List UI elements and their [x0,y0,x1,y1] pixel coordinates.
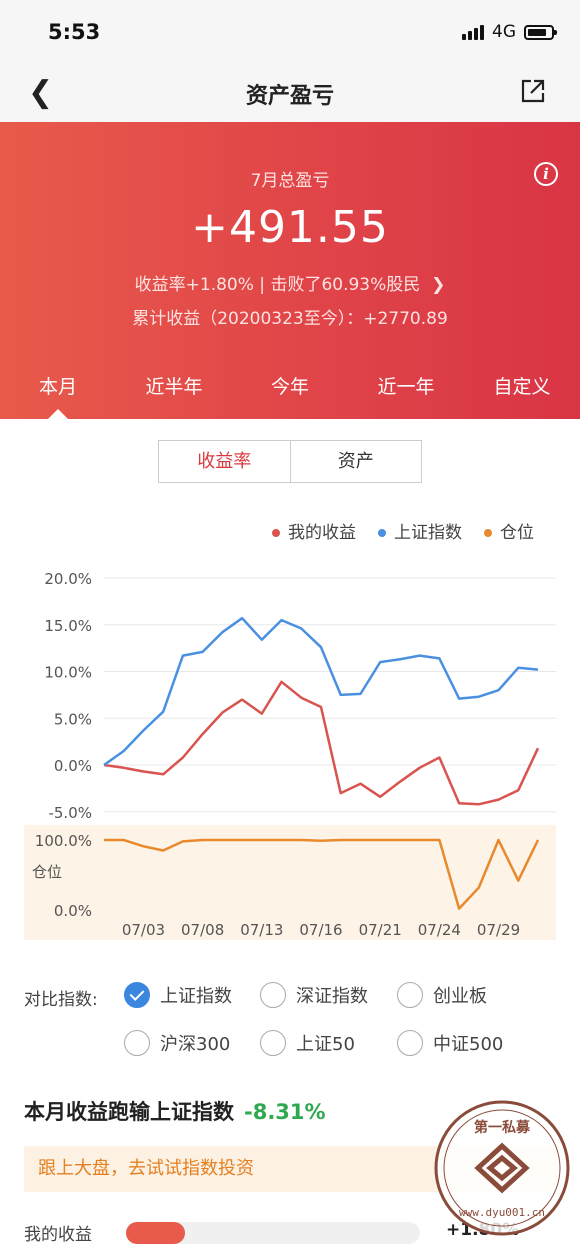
y-tick-label: -5.0% [48,804,92,822]
x-tick-label: 07/16 [299,921,342,939]
option-label: 上证50 [296,1034,355,1055]
legend-label: 我的收益 [288,523,356,543]
radio-icon [124,1030,150,1056]
option-label: 创业板 [433,986,487,1007]
my-return-label: 我的收益 [24,1225,92,1245]
battery-icon [524,24,557,40]
option-label: 中证500 [433,1034,504,1055]
legend-dot [378,529,386,537]
option-label: 上证指数 [160,986,232,1007]
legend-dot [484,529,492,537]
info-icon[interactable]: i [534,162,558,186]
legend-item: 我的收益 [272,518,356,543]
compare-label: 对比指数: [24,990,98,1010]
radio-icon [260,1030,286,1056]
chart-mode-toggle: 收益率 资产 [158,440,422,483]
y-tick-label: 5.0% [54,710,92,728]
series-line [103,616,539,767]
share-icon[interactable] [520,78,546,104]
tab-custom[interactable]: 自定义 [493,376,551,398]
status-indicators: 4G [462,22,557,42]
option-hs300[interactable]: 沪深300 [124,1030,230,1056]
position-line [104,838,540,910]
y-tick-label: 0.0% [54,757,92,775]
month-profit-label: 7月总盈亏 [250,171,330,191]
option-sz50[interactable]: 上证50 [260,1030,355,1056]
cumulative-profit: 累计收益（20200323至今）：+2770.89 [132,309,448,329]
rate-line[interactable]: 收益率+1.80% | 击败了60.93%股民 ❯ [0,270,580,295]
option-sh-index[interactable]: 上证指数 [124,982,232,1008]
y-tick-label: 10.0% [44,664,92,682]
option-zz500[interactable]: 中证500 [397,1030,503,1056]
svg-text:第一私募: 第一私募 [474,1119,531,1136]
month-profit-value: +491.55 [191,202,389,253]
comparison-text: 本月收益跑输上证指数 [24,1100,234,1124]
x-tick-label: 07/13 [240,921,283,939]
x-tick-label: 07/08 [181,921,224,939]
position-panel [24,825,556,940]
option-sz-index[interactable]: 深证指数 [260,982,368,1008]
legend-label: 上证指数 [394,523,462,543]
watermark-stamp: 第一私募 www.dyu001.cn [434,1100,570,1236]
tab-one-year[interactable]: 近一年 [377,376,435,398]
checked-radio-icon [124,982,150,1008]
tab-this-year[interactable]: 今年 [270,376,309,398]
x-tick-label: 07/03 [122,921,165,939]
page-title: 资产盈亏 [245,84,334,109]
legend-label: 仓位 [500,523,534,543]
legend-item: 上证指数 [378,518,462,543]
y-tick-label: 15.0% [44,617,92,635]
legend-dot [272,529,280,537]
tab-this-month[interactable]: 本月 [0,368,116,419]
x-tick-label: 07/24 [418,921,461,939]
radio-icon [260,982,286,1008]
position-y-tick-label: 100.0% [35,832,92,850]
position-y-tick-label: 0.0% [54,902,92,920]
option-label: 沪深300 [160,1034,231,1055]
tab-half-year[interactable]: 近半年 [145,376,203,398]
chart-legend: 我的收益 上证指数 仓位 [272,518,534,543]
status-time: 5:53 [48,20,101,44]
back-icon[interactable]: ❮ [28,75,54,110]
assets-mode-button[interactable]: 资产 [337,451,374,472]
y-tick-label: 20.0% [44,570,92,588]
chevron-right-icon: ❯ [425,275,446,295]
radio-icon [397,982,423,1008]
option-gem[interactable]: 创业板 [397,982,487,1008]
option-label: 深证指数 [296,986,368,1007]
position-axis-label: 仓位 [32,863,62,881]
legend-item: 仓位 [484,518,534,543]
x-tick-label: 07/21 [359,921,402,939]
signal-icon [462,24,484,40]
x-tick-label: 07/29 [477,921,520,939]
radio-icon [397,1030,423,1056]
nav-bar: ❮ 资产盈亏 [0,66,580,122]
profit-chart[interactable]: 20.0% 15.0% 10.0% 5.0% 0.0% -5.0% 100.0% 0.0% 仓位… [0,560,580,950]
monthly-comparison: 本月收益跑输上证指数 -8.31% [24,1096,326,1126]
svg-text:www.dyu001.cn: www.dyu001.cn [459,1206,545,1219]
comparison-value: -8.31% [244,1100,326,1124]
series-line [103,680,540,806]
rate-mode-button[interactable]: 收益率 [159,441,291,482]
network-type: 4G [492,22,516,42]
my-return-bar [126,1222,420,1244]
profit-header: 7月总盈亏 i +491.55 收益率+1.80% | 击败了60.93%股民 … [0,122,580,419]
period-tabs: 本月 近半年 今年 近一年 自定义 [0,368,580,419]
status-bar: 5:53 4G [0,0,580,66]
rate-text: 收益率+1.80% | 击败了60.93%股民 [134,275,421,295]
my-return-bar-fill [126,1222,185,1244]
